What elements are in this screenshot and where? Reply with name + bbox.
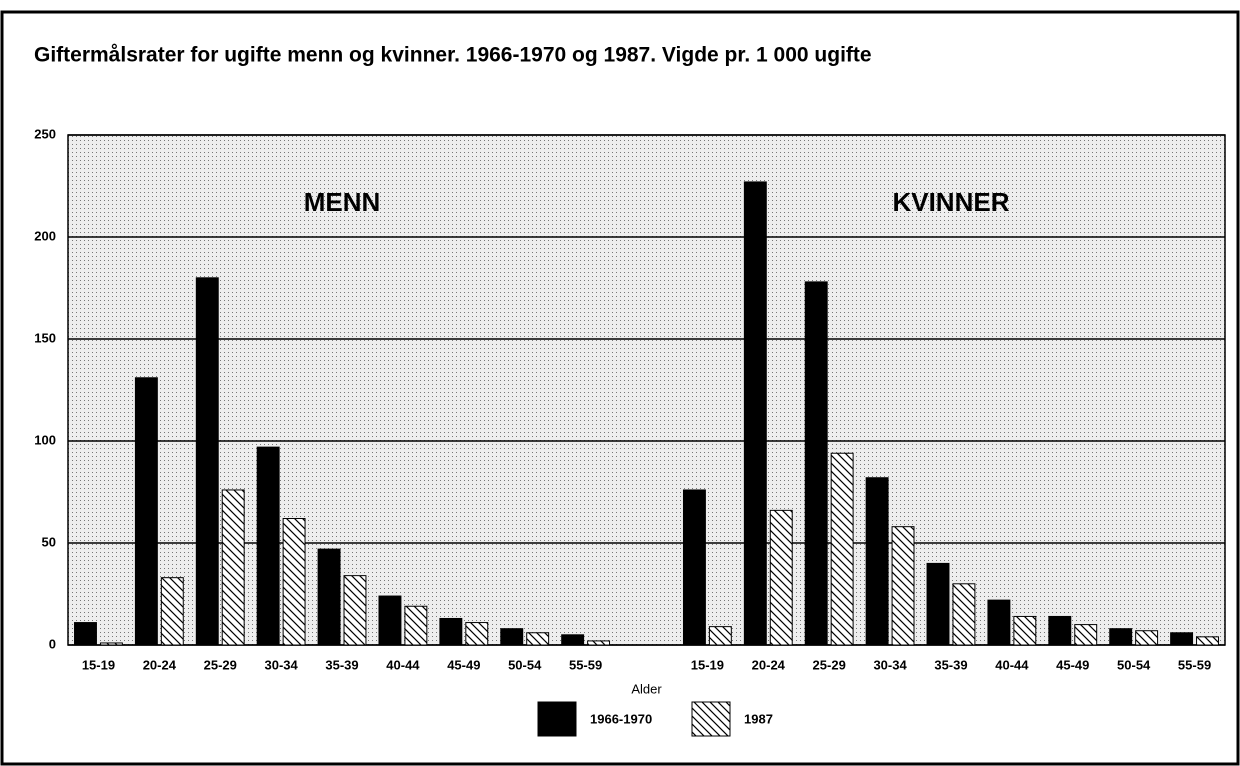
x-tick-label: 20-24 (752, 657, 786, 672)
x-tick-label: 50-54 (508, 657, 542, 672)
x-tick-label: 40-44 (995, 657, 1029, 672)
bar (465, 622, 489, 646)
y-tick-label: 0 (49, 636, 56, 651)
y-tick-label: 50 (42, 534, 56, 549)
bar (1135, 630, 1159, 646)
x-tick-label: 45-49 (447, 657, 480, 672)
y-tick-label: 200 (34, 228, 56, 243)
y-tick-label: 250 (34, 126, 56, 141)
bar (74, 622, 97, 646)
x-tick-label: 55-59 (569, 657, 602, 672)
bar (1170, 632, 1194, 646)
bar (99, 642, 123, 646)
bar (500, 628, 524, 646)
x-tick-label: 25-29 (813, 657, 846, 672)
bar (1048, 615, 1072, 646)
bar (404, 605, 428, 646)
chart-title: Giftermålsrater for ugifte menn og kvinn… (34, 44, 872, 67)
bar (743, 181, 767, 646)
bar (378, 595, 402, 646)
bar (1013, 615, 1037, 646)
annotation: MENN (304, 187, 381, 217)
bar (282, 518, 306, 646)
x-tick-label: 25-29 (204, 657, 237, 672)
bar (1196, 636, 1219, 646)
bar (134, 377, 158, 646)
x-tick-label: 50-54 (1117, 657, 1151, 672)
x-tick-label: 20-24 (143, 657, 177, 672)
x-tick-label: 55-59 (1178, 657, 1211, 672)
bar (439, 617, 463, 646)
x-tick-label: 15-19 (691, 657, 724, 672)
y-tick-label: 100 (34, 432, 56, 447)
bar (221, 489, 245, 646)
bar (526, 632, 550, 646)
legend-label: 1966-1970 (590, 711, 652, 726)
bar (256, 446, 280, 646)
x-tick-label: 30-34 (265, 657, 299, 672)
legend-swatch (691, 701, 731, 737)
annotation: KVINNER (892, 187, 1009, 217)
bar (561, 634, 585, 646)
bar (1074, 624, 1098, 646)
legend-swatch (537, 701, 577, 737)
x-tick-label: 15-19 (82, 657, 115, 672)
x-axis-label: Alder (631, 681, 662, 696)
bar (708, 626, 732, 646)
bar (952, 583, 976, 646)
y-tick-label: 150 (34, 330, 56, 345)
bar (160, 577, 184, 646)
bar (891, 526, 915, 646)
x-tick-label: 35-39 (934, 657, 967, 672)
bar (804, 281, 828, 646)
bar (830, 452, 854, 646)
bar (1109, 628, 1133, 646)
bar (343, 575, 367, 646)
x-tick-label: 35-39 (325, 657, 358, 672)
bar (769, 509, 793, 646)
x-tick-label: 45-49 (1056, 657, 1089, 672)
bar (926, 562, 950, 646)
legend-label: 1987 (744, 711, 773, 726)
bar (987, 599, 1011, 646)
bar (317, 548, 341, 646)
bar (195, 277, 219, 646)
x-tick-label: 40-44 (386, 657, 420, 672)
bar (865, 477, 889, 646)
bar (682, 489, 706, 646)
x-tick-label: 30-34 (873, 657, 907, 672)
bar (587, 640, 611, 646)
